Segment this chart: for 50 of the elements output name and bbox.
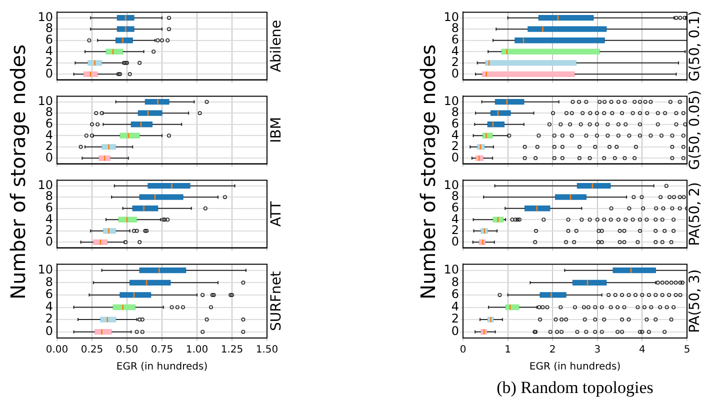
x-tick-label: 5 — [684, 344, 690, 356]
text: PA(50, 2) — [687, 182, 702, 246]
y-tick-label: 10 — [444, 178, 459, 192]
x-tick-label: 2 — [549, 344, 556, 356]
text: (b) Random topologies — [496, 378, 654, 398]
y-tick-label: 8 — [451, 274, 459, 289]
text: Abilene — [268, 20, 285, 72]
text: G(50, 0.05) — [687, 90, 702, 170]
y-tick-label: 10 — [444, 262, 459, 276]
y-tick-label: 0 — [451, 324, 459, 338]
y-tick-label: 10 — [444, 10, 459, 24]
y-tick-label: 6 — [451, 287, 459, 302]
x-tick-label: 0.00 — [46, 344, 68, 356]
y-tick-label: 8 — [45, 274, 53, 289]
text: ATT — [268, 200, 285, 227]
y-tick-label: 4 — [45, 299, 53, 314]
x-tick-label: 1.50 — [256, 344, 278, 356]
y-tick-label: 4 — [45, 44, 53, 58]
x-tick-label: 0.50 — [116, 344, 138, 356]
x-axis-title: EGR (in hundreds) — [529, 362, 621, 373]
x-tick-label: 1 — [504, 344, 511, 356]
y-axis-title: Number of storage nodes — [415, 44, 441, 302]
y-tick-label: 10 — [38, 178, 53, 192]
y-tick-label: 4 — [45, 128, 53, 142]
y-tick-label: 4 — [45, 212, 53, 226]
x-tick-label: 1.00 — [186, 344, 208, 356]
x-tick-label: 4 — [639, 344, 646, 356]
y-tick-label: 4 — [451, 44, 459, 58]
x-tick-label: 3 — [594, 344, 601, 356]
y-tick-label: 6 — [45, 287, 53, 302]
y-tick-label: 0 — [45, 324, 53, 338]
x-tick-label: 0.75 — [150, 344, 174, 356]
text: G(50, 0.1) — [687, 10, 702, 82]
y-tick-label: 10 — [38, 10, 53, 24]
y-axis-title: Number of storage nodes — [5, 44, 31, 302]
x-axis-title: EGR (in hundreds) — [116, 362, 208, 373]
text: PA(50, 3) — [687, 269, 702, 333]
y-tick-label: 10 — [38, 94, 53, 108]
y-tick-label: 4 — [451, 299, 459, 314]
y-tick-label: 4 — [451, 128, 459, 142]
x-tick-label: 0 — [460, 344, 466, 356]
x-tick-label: 0.25 — [80, 344, 104, 356]
y-tick-label: 2 — [45, 312, 53, 326]
text: SURFnet — [268, 270, 285, 332]
y-tick-label: 10 — [38, 262, 53, 276]
y-tick-label: 4 — [451, 212, 459, 226]
x-tick-label: 1.25 — [220, 344, 244, 356]
y-tick-label: 2 — [451, 312, 459, 326]
y-tick-label: 10 — [444, 94, 459, 108]
text: IBM — [268, 117, 285, 143]
